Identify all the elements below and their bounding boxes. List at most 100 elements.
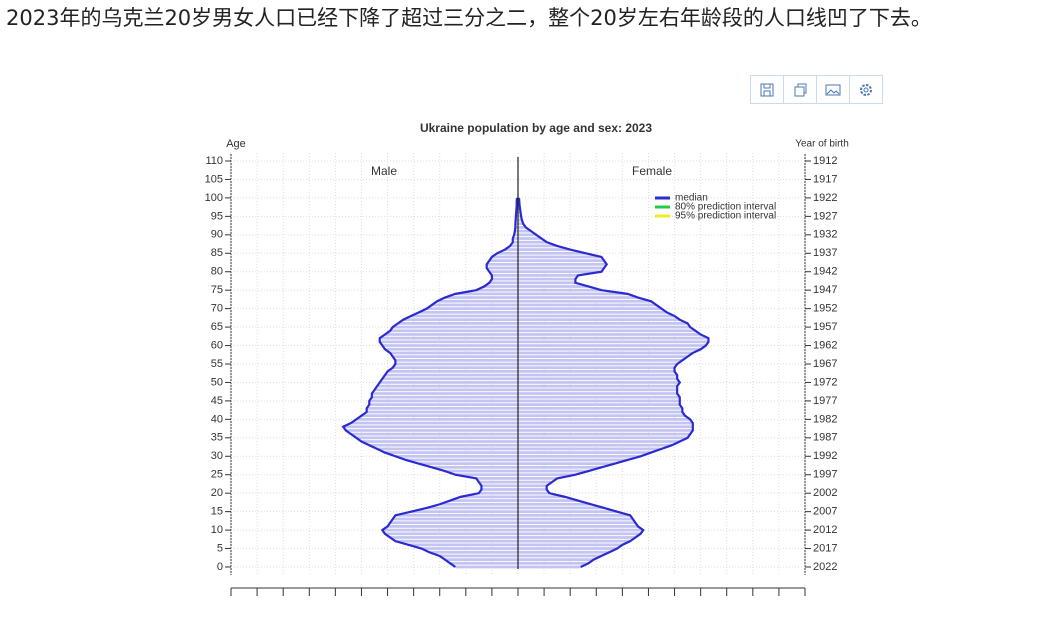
bar: [439, 502, 518, 506]
bar: [518, 410, 683, 414]
bar: [518, 288, 602, 292]
bar: [518, 344, 706, 347]
bar: [411, 510, 518, 514]
bar: [518, 351, 693, 355]
save-button[interactable]: [751, 76, 784, 103]
bar: [356, 436, 518, 440]
y-tick-label: 35: [211, 432, 223, 444]
bar: [395, 513, 518, 517]
bar: [384, 532, 518, 536]
bar: [518, 211, 521, 215]
bar: [518, 362, 678, 366]
bar: [379, 340, 518, 344]
y2-tick-label: 1917: [813, 173, 837, 185]
settings-button[interactable]: [850, 76, 882, 103]
bar: [486, 262, 518, 266]
bar: [382, 377, 518, 381]
legend-label: 80% prediction interval: [675, 202, 776, 213]
bar: [431, 303, 518, 307]
bar: [379, 336, 518, 340]
bar: [518, 429, 693, 432]
y2-tick-label: 2012: [813, 524, 837, 536]
bar: [518, 322, 688, 325]
bar: [369, 403, 518, 406]
y-tick-label: 45: [211, 395, 223, 407]
bar: [455, 565, 518, 569]
median-line: [517, 197, 710, 568]
bar: [518, 539, 631, 543]
bar: [366, 406, 518, 410]
bar: [518, 495, 565, 499]
bar: [486, 266, 518, 270]
bar: [444, 558, 518, 562]
bar: [518, 314, 675, 318]
bar: [421, 547, 518, 550]
y2-tick-label: 1942: [813, 266, 837, 278]
bar: [361, 440, 518, 443]
y2-tick-label: 1912: [813, 155, 837, 167]
bar: [518, 266, 605, 270]
bar: [518, 270, 602, 274]
bar: [379, 381, 518, 384]
bar: [371, 395, 518, 399]
bar: [351, 432, 518, 436]
bar: [450, 499, 518, 502]
bar: [518, 403, 680, 406]
bar: [392, 366, 518, 370]
bar: [384, 451, 518, 454]
bar: [518, 395, 680, 399]
bar: [403, 318, 518, 322]
bar: [351, 421, 518, 425]
bar: [361, 414, 518, 418]
bar: [514, 229, 518, 233]
y-tick-label: 95: [211, 210, 223, 222]
bar: [518, 421, 693, 425]
image-button[interactable]: [817, 76, 850, 103]
copy-button[interactable]: [784, 76, 817, 103]
chart-title: Ukraine population by age and sex: 2023: [420, 121, 652, 135]
bar: [518, 528, 644, 532]
bar: [518, 292, 628, 296]
female-label: Female: [632, 164, 672, 178]
bar: [504, 248, 518, 251]
bar: [518, 255, 602, 259]
bar: [444, 296, 518, 299]
bar: [515, 222, 518, 226]
bar: [518, 558, 594, 562]
bar: [518, 392, 678, 395]
legend-label: median: [675, 193, 708, 204]
y-tick-label: 5: [217, 542, 223, 554]
bar: [374, 388, 518, 392]
y2-tick-label: 1932: [813, 229, 837, 241]
y-axis-label: Age: [226, 138, 246, 150]
bar: [405, 458, 518, 462]
bar: [518, 299, 652, 303]
bar: [481, 484, 518, 488]
bar: [515, 218, 518, 222]
bar: [518, 366, 675, 370]
y-tick-label: 105: [205, 173, 223, 185]
bar: [491, 277, 518, 281]
y-tick-label: 20: [211, 487, 223, 499]
bar: [395, 362, 518, 366]
bar: [392, 355, 518, 359]
toolbar: [750, 75, 883, 104]
bar: [345, 429, 518, 432]
male-label: Male: [371, 164, 397, 178]
bar: [518, 307, 662, 311]
bar: [518, 377, 678, 381]
y-tick-label: 30: [211, 450, 223, 462]
bar: [518, 550, 610, 554]
bar: [518, 369, 675, 373]
bar: [518, 384, 678, 388]
bar: [518, 502, 592, 506]
y-tick-label: 10: [211, 524, 223, 536]
bar: [518, 554, 602, 558]
y2-tick-label: 2017: [813, 542, 837, 554]
y2-tick-label: 1927: [813, 210, 837, 222]
bar: [455, 292, 518, 296]
bar: [377, 384, 518, 388]
bar: [518, 536, 636, 539]
y2-tick-label: 1967: [813, 358, 837, 370]
